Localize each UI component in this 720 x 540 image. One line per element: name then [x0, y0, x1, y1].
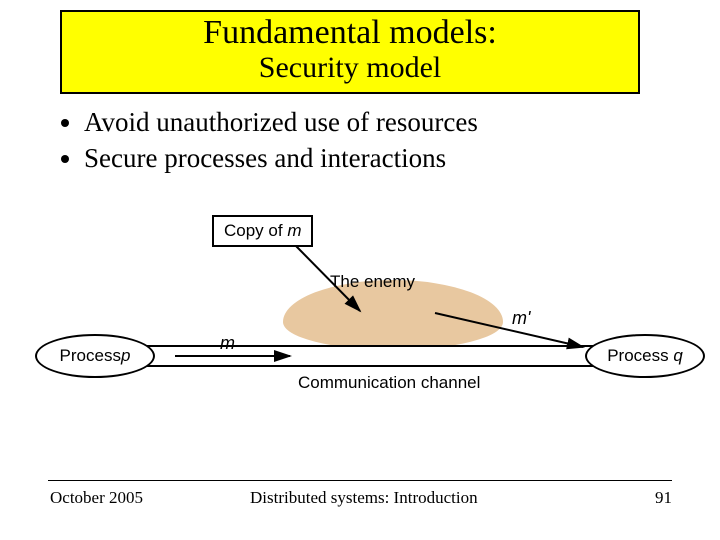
- bullet-item: Avoid unauthorized use of resources: [84, 104, 478, 140]
- copy-of-m-box: Copy of m: [212, 215, 313, 247]
- process-q: Process q: [585, 334, 705, 378]
- m-label: m: [220, 333, 235, 354]
- footer-date: October 2005: [50, 488, 143, 508]
- copy-m: m: [287, 221, 301, 240]
- communication-label: Communication channel: [298, 373, 480, 393]
- process-p: Processp: [35, 334, 155, 378]
- footer-rule: [48, 480, 672, 481]
- process-q-prefix: Process: [607, 346, 673, 365]
- security-diagram: Processp Process q Copy of m The enemy m…: [30, 215, 690, 435]
- copy-prefix: Copy of: [224, 221, 287, 240]
- process-p-prefix: Process: [60, 346, 121, 365]
- bullet-item: Secure processes and interactions: [84, 140, 478, 176]
- arrow-enemy-to-q: [435, 313, 583, 347]
- arrow-layer: [30, 215, 690, 435]
- enemy-label: The enemy: [330, 272, 415, 292]
- bullet-list: Avoid unauthorized use of resources Secu…: [60, 104, 478, 177]
- footer-title: Distributed systems: Introduction: [250, 488, 478, 508]
- process-q-var: q: [673, 346, 682, 365]
- footer-page: 91: [655, 488, 672, 508]
- title-band: Fundamental models: Security model: [60, 10, 640, 94]
- title-sub: Security model: [62, 51, 638, 84]
- process-p-var: p: [121, 346, 130, 365]
- title-main: Fundamental models:: [62, 14, 638, 51]
- m-prime-label: m': [512, 308, 530, 329]
